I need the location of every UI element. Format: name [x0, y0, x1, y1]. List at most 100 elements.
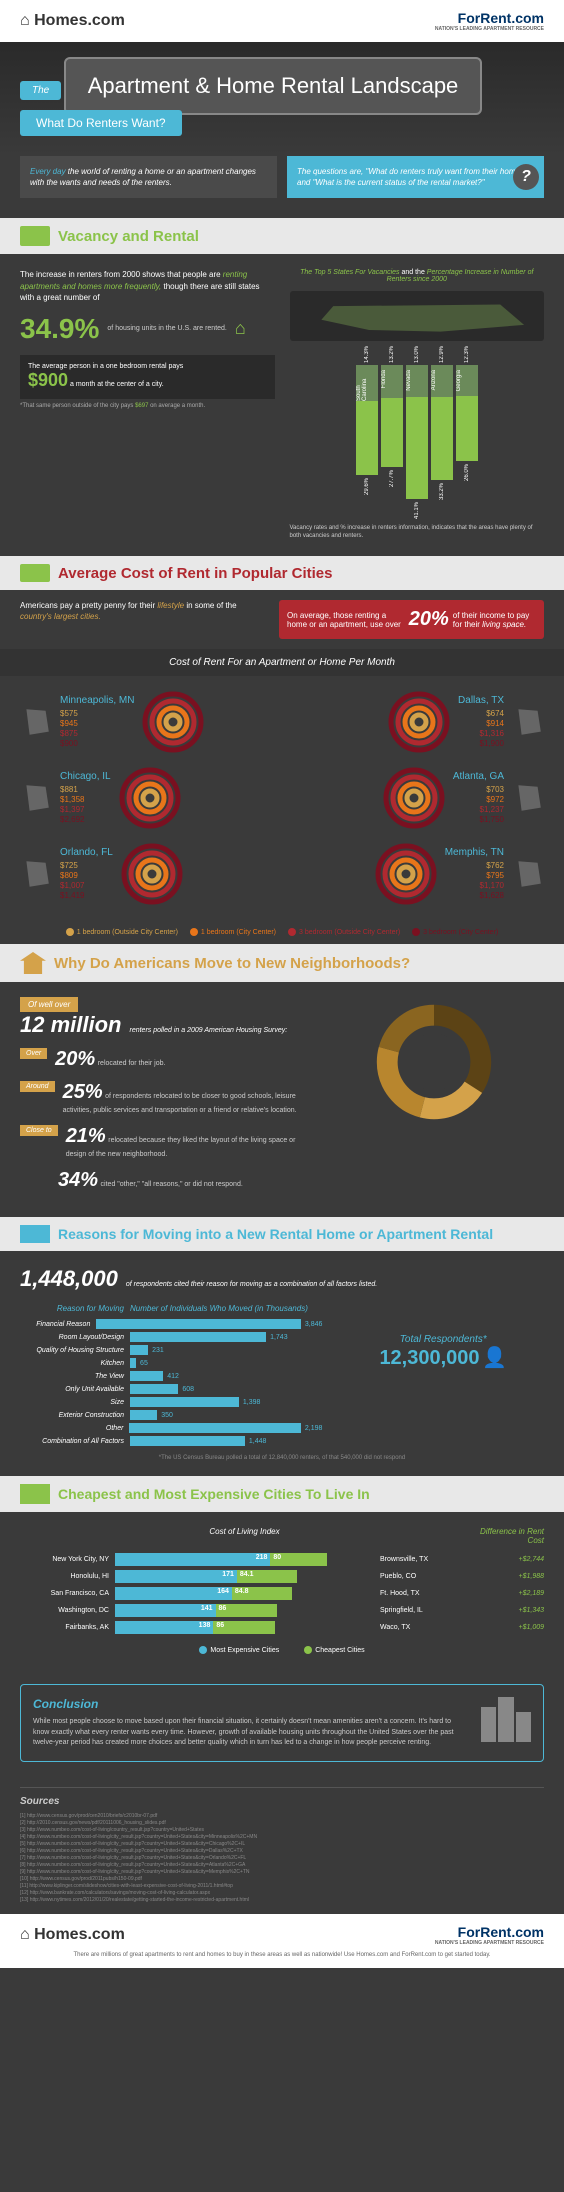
source-item: [9] http://www.numbeo.com/cost-of-living…	[20, 1869, 544, 1876]
survey-stat: Around25% of respondents relocated to be…	[20, 1081, 305, 1115]
reason-row: Financial Reason3,846	[20, 1319, 322, 1329]
reasons-note: *The US Census Bureau polled a total of …	[20, 1455, 544, 1461]
ring-chart	[119, 767, 181, 829]
house-move-icon	[20, 952, 46, 974]
homes-logo: ⌂ Homes.com	[20, 12, 125, 30]
why-content: Of well over 12 million renters polled i…	[0, 982, 564, 1217]
intro-right: The questions are, "What do renters trul…	[287, 156, 544, 198]
survey-stat: 34% cited "other," "all reasons," or did…	[20, 1169, 305, 1192]
city-card: Memphis, TN$762$795$1,170$1,628	[289, 843, 544, 905]
vacancy-stat: 34.9% of housing units in the U.S. are r…	[20, 313, 275, 345]
subtitle-tab: What Do Renters Want?	[20, 110, 182, 136]
state-bar: 12.9%Arizona33.2%	[431, 346, 453, 519]
reason-row: Kitchen65	[20, 1358, 322, 1368]
header: ⌂ Homes.com ForRent.com NATION'S LEADING…	[0, 0, 564, 42]
city-card: Atlanta, GA$703$972$1,237$1,750	[289, 767, 544, 829]
forrent-tag-icon	[20, 226, 50, 246]
cost-row: San Francisco, CA16484.8Ft. Hood, TX+$2,…	[20, 1587, 544, 1600]
why-left: Of well over 12 million renters polled i…	[20, 997, 305, 1202]
source-item: [8] http://www.numbeo.com/cost-of-living…	[20, 1862, 544, 1869]
vacancy-right: The Top 5 States For Vacancies and the P…	[290, 269, 545, 541]
reasons-bars: Reason for Moving Number of Individuals …	[20, 1304, 322, 1449]
house-icon: ⌂	[235, 318, 246, 339]
ring-chart	[388, 691, 450, 753]
infographic: ⌂ Homes.com ForRent.com NATION'S LEADING…	[0, 0, 564, 1968]
reason-row: Exterior Construction350	[20, 1410, 322, 1420]
reasons-content: 1,448,000 of respondents cited their rea…	[0, 1251, 564, 1476]
truck-icon	[20, 1225, 50, 1243]
city-card: Dallas, TX$674$914$1,316$1,900	[289, 691, 544, 753]
survey-stat: Close to21% relocated because they liked…	[20, 1125, 305, 1159]
source-item: [10] http://www.census.gov/prod/2011pubs…	[20, 1876, 544, 1883]
usa-map	[290, 291, 545, 341]
source-item: [12] http://www.bankrate.com/calculators…	[20, 1890, 544, 1897]
intro-row: Every day the world of renting a home or…	[0, 156, 564, 218]
city-card: Chicago, IL$881$1,358$1,397$2,692	[20, 767, 275, 829]
legend-item: 1 bedroom (Outside City Center)	[66, 928, 178, 936]
state-bar: 13.2%Florida27.7%	[381, 346, 403, 519]
source-item: [3] http://www.numbeo.com/cost-of-living…	[20, 1827, 544, 1834]
state-shape-icon	[512, 706, 544, 738]
buildings-icon	[481, 1697, 531, 1747]
vacancy-header: Vacancy and Rental	[0, 218, 564, 254]
top5-title: The Top 5 States For Vacancies and the P…	[290, 269, 545, 283]
reason-row: Room Layout/Design1,743	[20, 1332, 322, 1342]
footer: ⌂ Homes.com ForRent.com NATION'S LEADING…	[0, 1914, 564, 1968]
cost-header: Cost of Rent For an Apartment or Home Pe…	[0, 649, 564, 676]
ring-chart	[121, 843, 183, 905]
state-shape-icon	[512, 858, 544, 890]
state-bar: 14.3%South Carolina29.6%	[356, 346, 378, 519]
reason-row: Size1,398	[20, 1397, 322, 1407]
source-item: [1] http://www.census.gov/prod/cen2010/b…	[20, 1813, 544, 1820]
avg-intro-left: Americans pay a pretty penny for their l…	[20, 600, 269, 639]
source-item: [5] http://www.numbeo.com/cost-of-living…	[20, 1841, 544, 1848]
avg-intro-right: On average, those renting a home or an a…	[279, 600, 544, 639]
source-item: [13] http://www.nytimes.com/2012/01/20/r…	[20, 1897, 544, 1904]
state-bar: 12.3%Georgia26.0%	[456, 346, 478, 519]
city-icon	[20, 1484, 50, 1504]
twelve-million: 12 million renters polled in a 2009 Amer…	[20, 1012, 305, 1038]
hero-tab: The	[20, 81, 61, 100]
intro-left: Every day the world of renting a home or…	[20, 156, 277, 198]
survey-stat: Over20% relocated for their job.	[20, 1048, 305, 1071]
cities-grid: Minneapolis, MN$575$945$875$900 Dallas, …	[0, 676, 564, 920]
reason-row: Combination of All Factors1,448	[20, 1436, 322, 1446]
cost-row: Fairbanks, AK13886Waco, TX+$1,009	[20, 1621, 544, 1634]
reason-row: Quality of Housing Structure231	[20, 1345, 322, 1355]
why-header: Why Do Americans Move to New Neighborhoo…	[0, 944, 564, 982]
avg-intro: Americans pay a pretty penny for their l…	[0, 590, 564, 649]
conclusion: Conclusion While most people choose to m…	[20, 1684, 544, 1762]
source-item: [6] http://www.numbeo.com/cost-of-living…	[20, 1848, 544, 1855]
reasons-intro: 1,448,000 of respondents cited their rea…	[20, 1266, 544, 1292]
reason-row: The View412	[20, 1371, 322, 1381]
sources: Sources [1] http://www.census.gov/prod/c…	[0, 1777, 564, 1914]
ring-chart	[375, 843, 437, 905]
legend-item: 3 bedroom (City Center)	[412, 928, 498, 936]
footer-forrent-logo: ForRent.com NATION'S LEADING APARTMENT R…	[435, 1924, 544, 1946]
cheap-legend: Most Expensive Cities Cheapest Cities	[20, 1646, 544, 1654]
cost-row: Washington, DC14186Springfield, IL+$1,34…	[20, 1604, 544, 1617]
ring-chart	[142, 691, 204, 753]
title-box: Apartment & Home Rental Landscape	[64, 57, 483, 115]
state-shape-icon	[512, 782, 544, 814]
reason-row: Other2,198	[20, 1423, 322, 1433]
city-card: Orlando, FL$725$809$1,007$1,419	[20, 843, 275, 905]
vacancy-text: The increase in renters from 2000 shows …	[20, 269, 275, 303]
main-title: Apartment & Home Rental Landscape	[88, 73, 459, 99]
money-icon	[20, 564, 50, 582]
state-shape-icon	[20, 706, 52, 738]
source-item: [7] http://www.numbeo.com/cost-of-living…	[20, 1855, 544, 1862]
vacancy-section: The increase in renters from 2000 shows …	[0, 254, 564, 556]
map-note: Vacancy rates and % increase in renters …	[290, 525, 545, 541]
state-shape-icon	[20, 782, 52, 814]
vacancy-left: The increase in renters from 2000 shows …	[20, 269, 275, 541]
source-item: [2] http://2010.census.gov/news/pdf/2011…	[20, 1820, 544, 1827]
forrent-logo: ForRent.com NATION'S LEADING APARTMENT R…	[435, 10, 544, 32]
state-bar: 13.0%Nevada41.1%	[406, 346, 428, 519]
ring-chart	[383, 767, 445, 829]
cost-row: Honolulu, HI17184.1Pueblo, CO+$1,988	[20, 1570, 544, 1583]
donut-chart	[369, 997, 499, 1127]
cost-row: New York City, NY21880Brownsville, TX+$2…	[20, 1553, 544, 1566]
legend-item: 3 bedroom (Outside City Center)	[288, 928, 400, 936]
cheap-content: Cost of Living Index Difference in Rent …	[0, 1512, 564, 1669]
